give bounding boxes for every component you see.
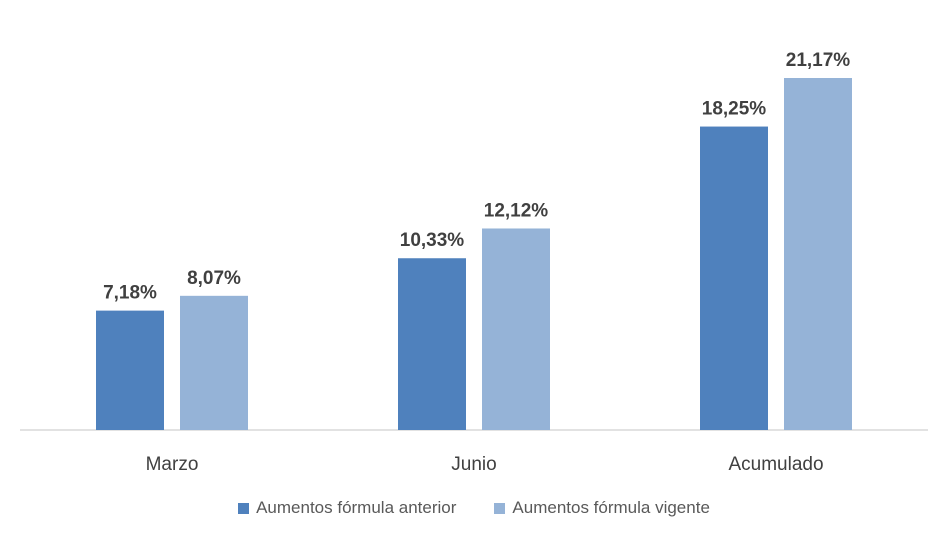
legend-label-series-2: Aumentos fórmula vigente <box>512 498 710 517</box>
legend-item-series-1: Aumentos fórmula anterior <box>238 498 456 518</box>
data-label-acumulado-series-1: 18,25% <box>702 99 767 120</box>
legend-swatch-series-1 <box>238 502 250 514</box>
legend-item-series-2: Aumentos fórmula vigente <box>494 498 710 518</box>
bar-junio-series-2 <box>482 228 550 430</box>
bar-marzo-series-2 <box>180 295 248 430</box>
data-label-junio-series-1: 10,33% <box>400 230 465 251</box>
x-tick-label-marzo: Marzo <box>146 454 199 475</box>
data-label-marzo-series-1: 7,18% <box>103 283 157 304</box>
bar-marzo-series-1 <box>96 310 164 430</box>
legend-label-series-1: Aumentos fórmula anterior <box>256 498 457 517</box>
bar-acumulado-series-1 <box>700 126 768 430</box>
bar-junio-series-1 <box>398 258 466 430</box>
x-tick-label-acumulado: Acumulado <box>728 454 823 475</box>
legend-swatch-series-2 <box>494 502 506 514</box>
data-label-acumulado-series-2: 21,17% <box>786 50 851 71</box>
legend: Aumentos fórmula anterior Aumentos fórmu… <box>0 498 948 518</box>
data-label-junio-series-2: 12,12% <box>484 200 549 221</box>
bar-acumulado-series-2 <box>784 78 852 430</box>
x-tick-label-junio: Junio <box>451 454 496 475</box>
data-label-marzo-series-2: 8,07% <box>187 268 241 289</box>
